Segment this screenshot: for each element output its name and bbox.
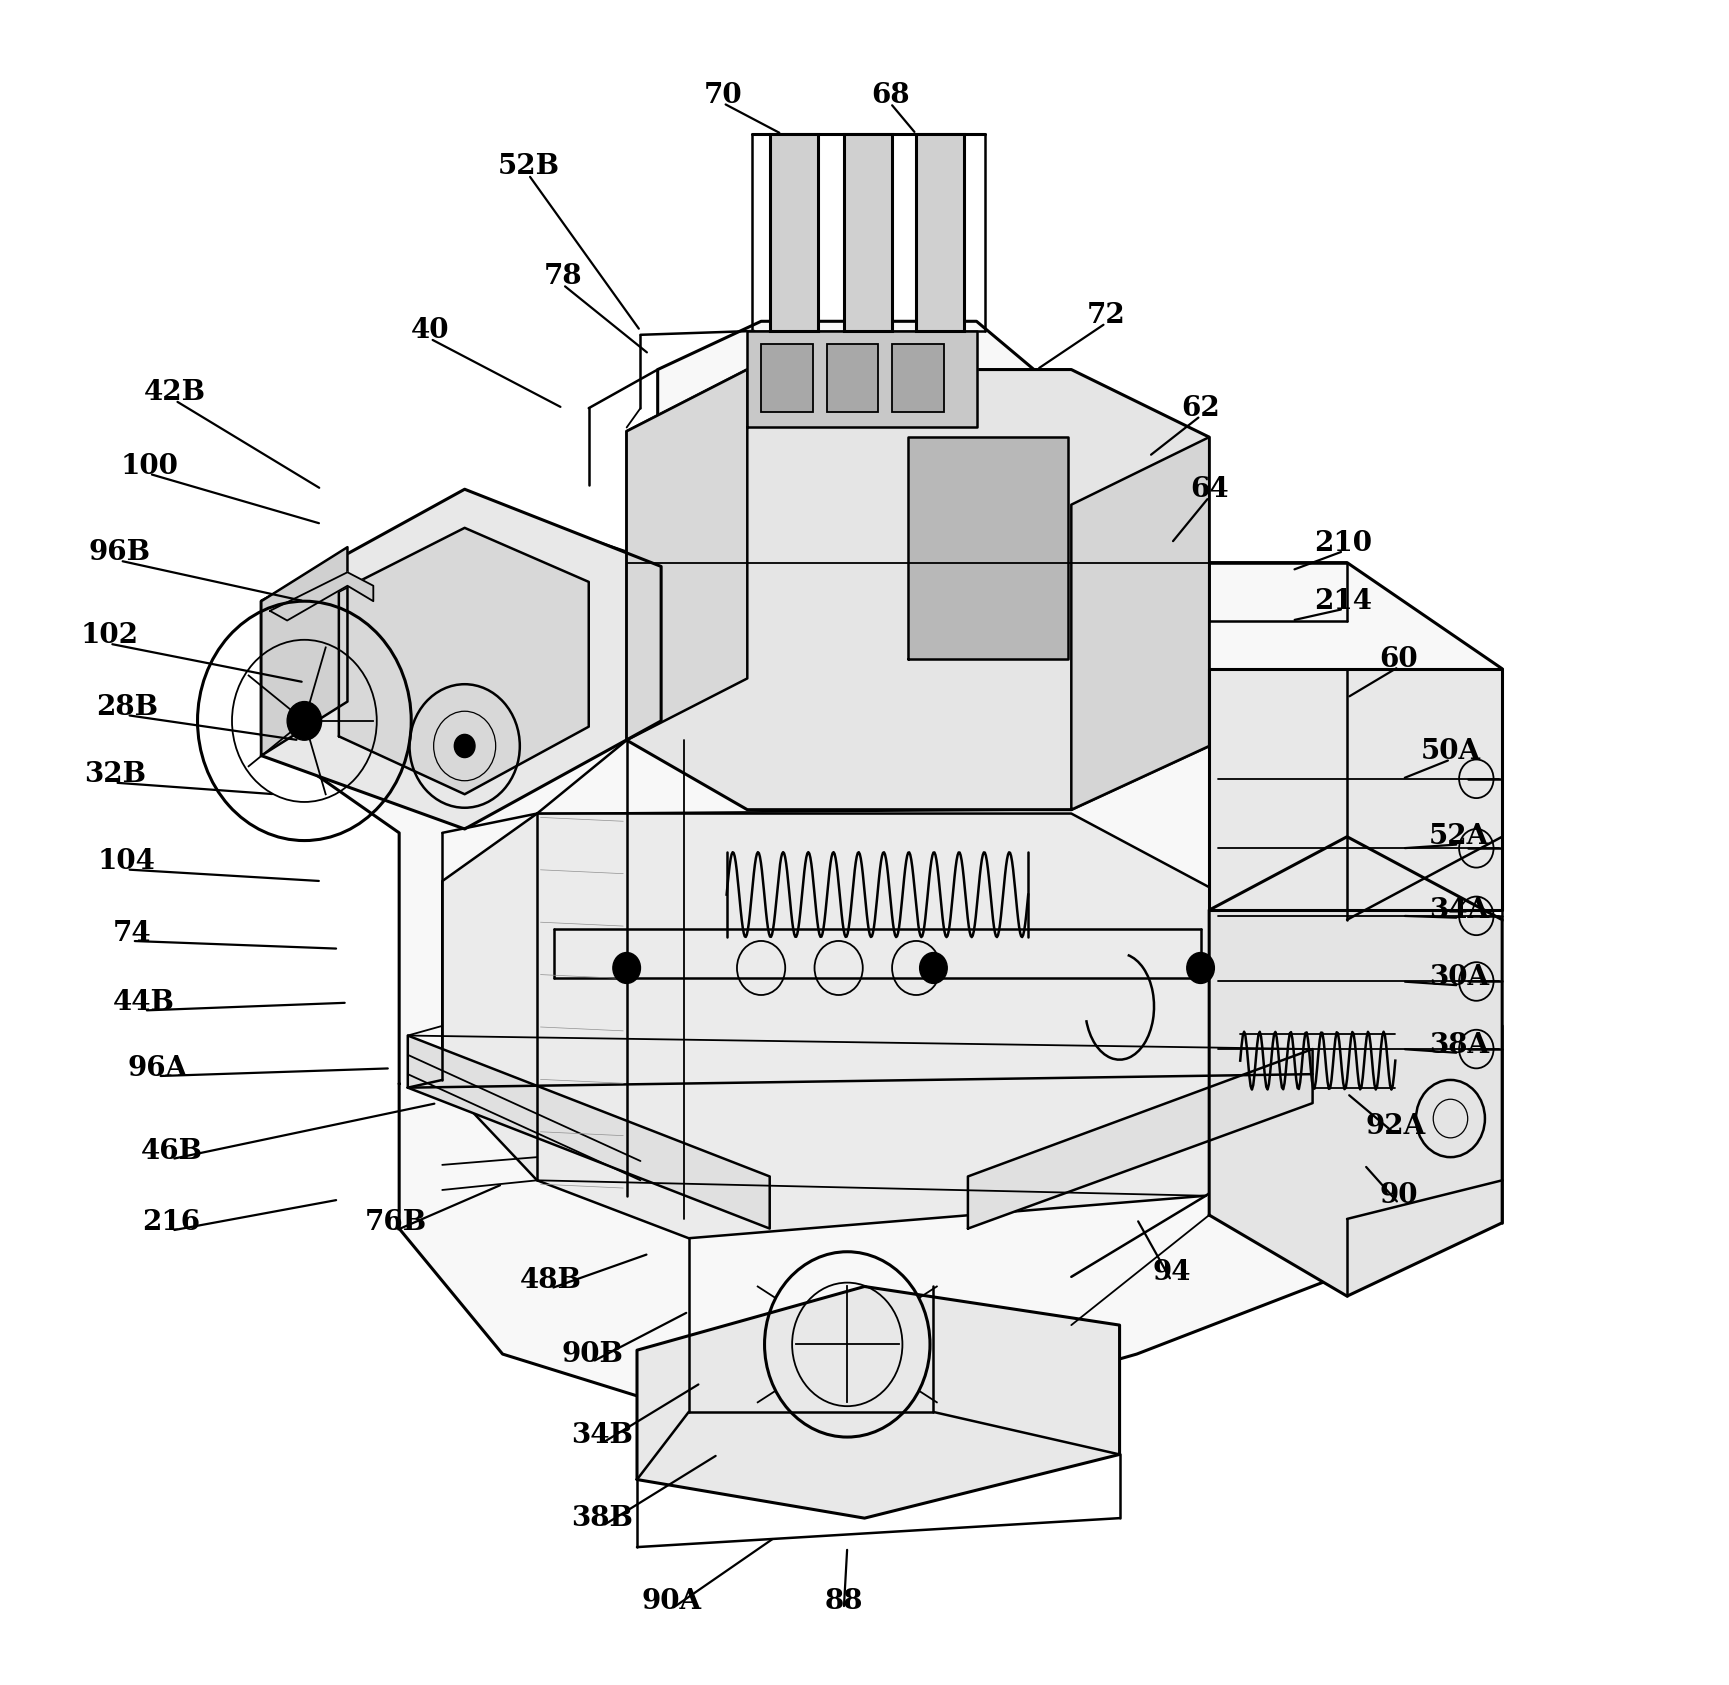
Text: 52B: 52B [498, 153, 560, 180]
Text: 50A: 50A [1421, 738, 1480, 765]
Polygon shape [270, 573, 373, 620]
Text: 92A: 92A [1366, 1112, 1425, 1139]
Text: 76B: 76B [365, 1210, 427, 1237]
Bar [826, 344, 878, 413]
Text: 74: 74 [112, 920, 152, 947]
Text: 32B: 32B [83, 762, 145, 789]
Polygon shape [261, 548, 348, 755]
Text: 68: 68 [871, 83, 909, 110]
Text: 94: 94 [1152, 1259, 1191, 1286]
Text: 44B: 44B [112, 989, 175, 1016]
Text: 90A: 90A [641, 1587, 702, 1614]
Text: 42B: 42B [144, 379, 206, 406]
Circle shape [455, 735, 475, 758]
Text: 96A: 96A [128, 1055, 188, 1082]
Text: 52A: 52A [1428, 824, 1489, 851]
Text: 30A: 30A [1430, 964, 1489, 991]
Text: 216: 216 [142, 1210, 201, 1237]
Text: 40: 40 [412, 317, 450, 344]
Text: 102: 102 [81, 622, 138, 649]
Polygon shape [261, 322, 1503, 1479]
Bar [892, 344, 944, 413]
Polygon shape [636, 1286, 1120, 1518]
Circle shape [1186, 952, 1214, 984]
Circle shape [612, 952, 640, 984]
Text: 88: 88 [825, 1587, 863, 1614]
Polygon shape [968, 1050, 1312, 1228]
Polygon shape [339, 527, 590, 794]
Polygon shape [1209, 669, 1503, 910]
Polygon shape [443, 814, 1295, 1238]
Polygon shape [626, 369, 1209, 810]
Circle shape [920, 952, 947, 984]
Text: 64: 64 [1190, 475, 1229, 502]
Bar [916, 135, 965, 330]
Polygon shape [1072, 436, 1209, 810]
Polygon shape [747, 330, 977, 428]
Text: 96B: 96B [88, 539, 150, 566]
Circle shape [287, 701, 322, 740]
Text: 90B: 90B [562, 1341, 622, 1368]
Text: 46B: 46B [140, 1137, 202, 1164]
Bar [844, 135, 892, 330]
Polygon shape [1209, 837, 1503, 1296]
Text: 70: 70 [704, 83, 742, 110]
Text: 60: 60 [1380, 645, 1418, 672]
Text: 34B: 34B [572, 1422, 633, 1449]
Text: 34A: 34A [1430, 896, 1489, 923]
Polygon shape [261, 489, 660, 829]
Polygon shape [626, 369, 747, 740]
Text: 104: 104 [99, 848, 156, 875]
Text: 90: 90 [1380, 1183, 1418, 1210]
Text: 100: 100 [121, 453, 178, 480]
Polygon shape [408, 1036, 769, 1228]
Text: 78: 78 [543, 263, 583, 290]
Text: 210: 210 [1314, 529, 1373, 556]
Text: 62: 62 [1181, 394, 1221, 421]
Text: 28B: 28B [95, 694, 157, 721]
Bar [769, 135, 818, 330]
Text: 38A: 38A [1430, 1031, 1489, 1058]
Polygon shape [908, 436, 1069, 659]
Text: 214: 214 [1314, 588, 1373, 615]
Text: 38B: 38B [572, 1505, 633, 1532]
Text: 48B: 48B [520, 1267, 581, 1294]
Bar [761, 344, 813, 413]
Text: 72: 72 [1086, 302, 1126, 329]
